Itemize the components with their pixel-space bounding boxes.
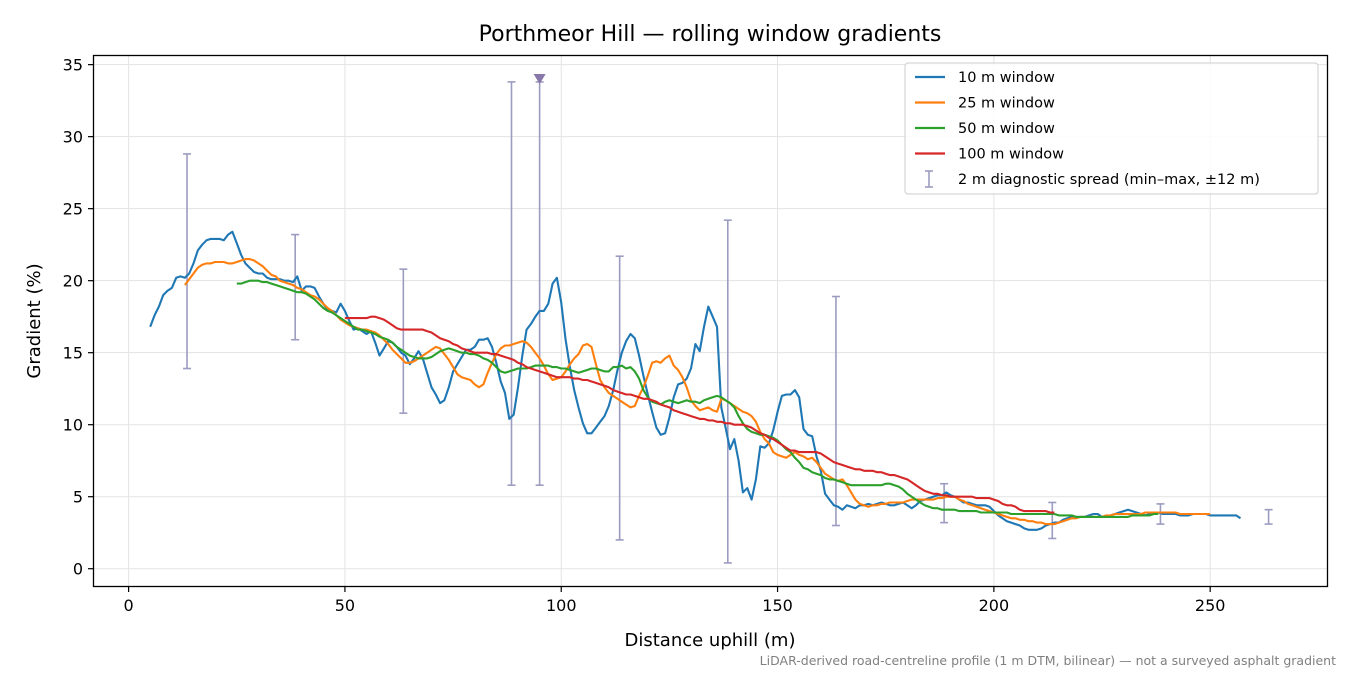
footnote: LiDAR-derived road-centreline profile (1… [760, 653, 1336, 668]
y-tick-label: 35 [63, 56, 83, 75]
y-tick-label: 20 [63, 272, 83, 291]
legend-entry: 2 m diagnostic spread (min–max, ±12 m) [925, 170, 1260, 188]
clipped-value-marker [533, 74, 546, 85]
tick-layer: 0 50 100 150 200 250 0 5 10 15 20 25 30 35 [63, 56, 1226, 615]
x-tick-label: 150 [762, 596, 793, 615]
y-tick-label: 15 [63, 344, 83, 363]
x-tick-label: 0 [124, 596, 134, 615]
legend-label: 2 m diagnostic spread (min–max, ±12 m) [958, 172, 1260, 188]
legend-entry: 100 m window [915, 147, 1064, 163]
legend: 10 m window 25 m window 50 m window 100 m w… [904, 62, 1319, 195]
y-axis-label: Gradient (%) [24, 263, 45, 378]
legend-box [904, 62, 1319, 195]
x-tick-label: 50 [335, 596, 355, 615]
legend-entries: 10 m window 25 m window 50 m window 100 m w… [915, 70, 1260, 188]
marker-layer [533, 74, 546, 85]
x-tick-label: 100 [546, 596, 577, 615]
x-axis-label: Distance uphill (m) [625, 630, 796, 651]
legend-label: 50 m window [958, 121, 1055, 137]
legend-entry: 50 m window [915, 121, 1055, 137]
legend-label: 100 m window [958, 147, 1064, 163]
chart-title: Porthmeor Hill — rolling window gradient… [479, 22, 942, 47]
x-tick-label: 200 [979, 596, 1010, 615]
series-layer [149, 230, 1242, 531]
legend-label: 25 m window [958, 96, 1055, 112]
legend-entry: 25 m window [915, 96, 1055, 112]
x-tick-label: 250 [1195, 596, 1226, 615]
series-line-100-m-window [344, 315, 1055, 514]
y-tick-label: 0 [73, 560, 83, 579]
legend-label: 10 m window [958, 70, 1055, 86]
series-line-10-m-window [149, 230, 1242, 531]
y-tick-label: 5 [73, 488, 83, 507]
y-tick-label: 25 [63, 200, 83, 219]
legend-entry: 10 m window [915, 70, 1055, 86]
y-tick-label: 30 [63, 128, 83, 147]
y-tick-label: 10 [63, 416, 83, 435]
series-line-25-m-window [184, 258, 1211, 526]
series-line-50-m-window [236, 279, 1159, 518]
plot-frame [92, 54, 1329, 588]
